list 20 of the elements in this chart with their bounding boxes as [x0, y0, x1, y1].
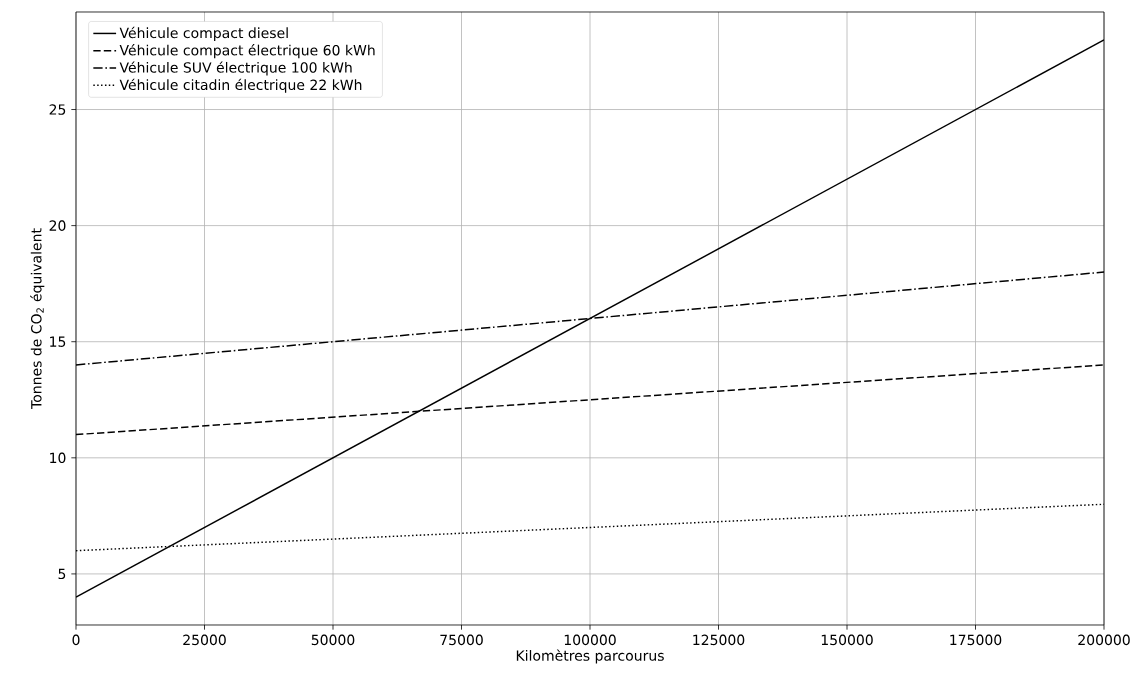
legend-label: Véhicule SUV électrique 100 kWh [119, 61, 352, 76]
legend-label: Véhicule compact électrique 60 kWh [119, 44, 375, 59]
x-tick-label: 125000 [693, 634, 745, 646]
x-axis-title: Kilomètres parcourus [516, 649, 664, 664]
x-tick-label: 50000 [311, 634, 355, 646]
x-tick-label: 0 [72, 634, 80, 646]
legend-label: Véhicule compact diesel [119, 26, 288, 41]
x-tick-label: 150000 [821, 634, 873, 646]
y-tick-label: 5 [58, 568, 66, 580]
x-tick-label: 200000 [1078, 634, 1130, 646]
y-tick-label: 25 [49, 104, 66, 115]
x-tick-label: 75000 [440, 634, 483, 646]
x-tick-label: 100000 [564, 634, 616, 646]
y-tick-label: 15 [50, 336, 66, 347]
y-tick-label: 20 [49, 220, 66, 231]
y-axis-title: Tonnes de CO$_{2}$ équivalent [30, 228, 45, 410]
legend-label: Véhicule citadin électrique 22 kWh [119, 78, 362, 93]
x-tick-label: 25000 [183, 634, 226, 646]
y-tick-label: 10 [50, 452, 66, 464]
x-tick-label: 175000 [950, 634, 1002, 646]
